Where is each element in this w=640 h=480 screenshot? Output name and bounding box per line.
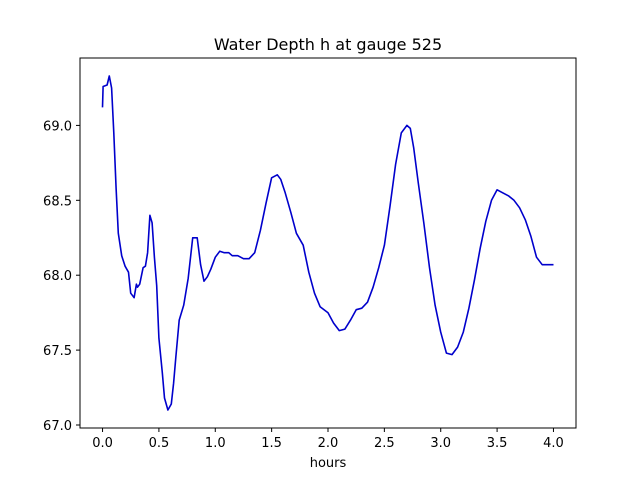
x-tick-label: 4.0 (543, 436, 564, 451)
x-tick-label: 3.0 (430, 436, 451, 451)
y-tick-label: 68.0 (43, 269, 72, 284)
y-tick-label: 67.0 (43, 419, 72, 434)
plot-frame (79, 57, 577, 429)
x-tick-label: 2.5 (374, 436, 395, 451)
x-tick-label: 1.5 (261, 436, 282, 451)
plot-area (101, 75, 554, 411)
y-axis: 67.0 67.5 68.0 68.5 69.0 (43, 119, 80, 434)
x-tick-label: 3.5 (487, 436, 508, 451)
x-tick-label: 2.0 (318, 436, 339, 451)
y-tick-label: 68.5 (43, 194, 72, 209)
y-tick-label: 67.5 (43, 344, 72, 359)
series-line (101, 75, 554, 411)
x-tick-label: 0.5 (149, 436, 170, 451)
y-tick-label: 69.0 (43, 119, 72, 134)
x-tick-label: 0.0 (92, 436, 113, 451)
x-axis: 0.0 0.5 1.0 1.5 2.0 2.5 3.0 3.5 4.0 (92, 428, 564, 451)
x-axis-label: hours (310, 456, 347, 471)
chart-title: Water Depth h at gauge 525 (214, 35, 442, 54)
x-tick-label: 1.0 (205, 436, 226, 451)
